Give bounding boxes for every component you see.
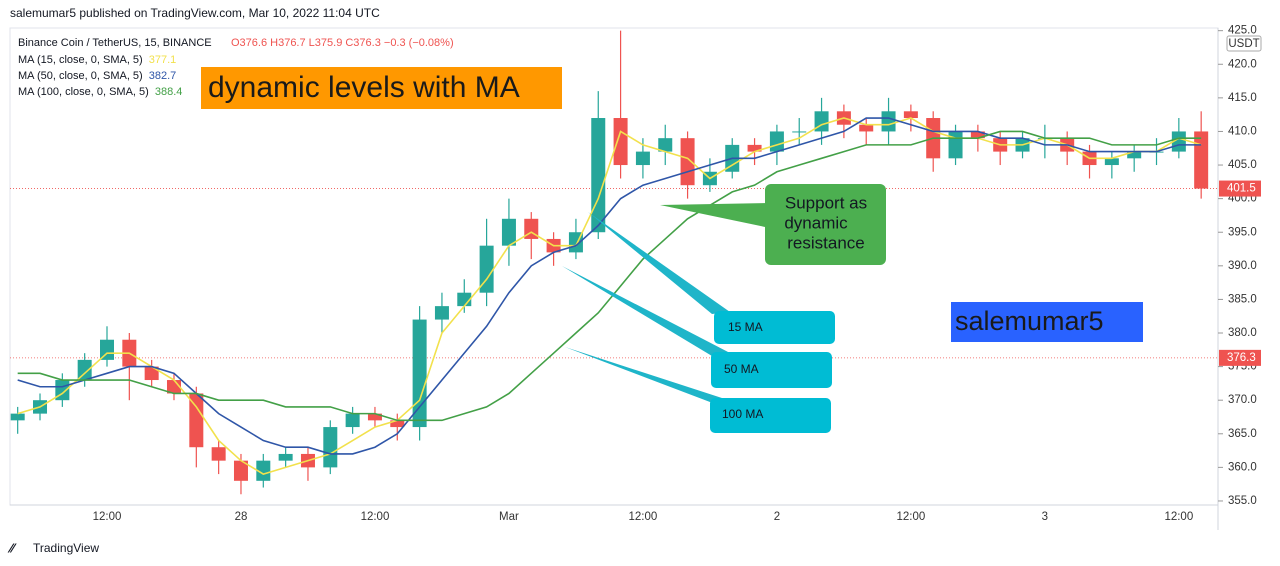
- legend-label: MA (15, close, 0, SMA, 5): [18, 54, 143, 66]
- candle-body: [970, 131, 985, 139]
- candle-body: [211, 447, 226, 461]
- header: salemumar5 published on TradingView.com,…: [10, 6, 380, 20]
- candle-body: [903, 111, 918, 119]
- y-tick-label: 385.0: [1228, 293, 1257, 305]
- candle-body: [345, 413, 360, 428]
- legend-label: MA (50, close, 0, SMA, 5): [18, 70, 143, 82]
- candle-body: [859, 124, 874, 132]
- price-label: 401.5: [1227, 183, 1256, 195]
- y-tick-label: 370.0: [1228, 394, 1257, 406]
- ma-line: [17, 117, 1202, 475]
- support-text: Support as: [785, 193, 867, 212]
- support-text: dynamic: [784, 213, 848, 232]
- legend-value: 382.7: [149, 70, 177, 82]
- symbol: Binance Coin / TetherUS, 15, BINANCE: [18, 37, 212, 49]
- author-box: [951, 302, 1143, 342]
- y-tick-label: 420.0: [1228, 58, 1257, 70]
- ma100-label: 100 MA: [722, 407, 763, 421]
- candle-body: [233, 460, 248, 481]
- candle-body: [189, 393, 204, 448]
- y-tick-label: 390.0: [1228, 260, 1257, 272]
- legend-label: MA (100, close, 0, SMA, 5): [18, 86, 149, 98]
- callout-pointer: [660, 203, 770, 228]
- candle-body: [100, 339, 114, 360]
- x-tick-label: 3: [1042, 511, 1048, 523]
- x-tick-label: 12:00: [629, 511, 658, 523]
- candle-body: [144, 366, 159, 381]
- x-tick-label: 12:00: [896, 511, 925, 523]
- candle-body: [390, 420, 405, 428]
- price-label-box: [1219, 180, 1261, 197]
- plot: [10, 30, 1218, 495]
- author: salemumar5: [955, 306, 1104, 336]
- callout-pointer: [565, 347, 725, 402]
- footer: TradingView: [33, 541, 99, 555]
- candle-body: [1194, 131, 1209, 189]
- candle-body: [658, 138, 673, 152]
- ma100-box: [710, 398, 831, 433]
- y-tick-label: 410.0: [1228, 125, 1257, 137]
- candle-body: [412, 319, 427, 428]
- candle-body: [323, 427, 338, 468]
- candle-body: [591, 118, 606, 233]
- y-tick-label: 405.0: [1228, 159, 1257, 171]
- x-tick-label: 2: [774, 511, 780, 523]
- annotation-title: dynamic levels with MA: [208, 71, 520, 104]
- y-tick-label: 355.0: [1228, 495, 1257, 507]
- candle-body: [256, 460, 271, 481]
- candle-body: [278, 453, 293, 461]
- candle-body: [434, 306, 449, 320]
- ma-line: [17, 130, 1202, 422]
- support-text: resistance: [787, 233, 864, 252]
- ma50-box: [711, 352, 832, 388]
- y-tick-label: 360.0: [1228, 461, 1257, 473]
- legend-value: 377.1: [149, 54, 177, 66]
- candle-body: [769, 131, 784, 152]
- price-label-box: [1219, 349, 1261, 366]
- candle-body: [10, 413, 25, 421]
- candle-body: [367, 413, 382, 421]
- candle-body: [792, 131, 807, 133]
- support-box: [765, 184, 886, 265]
- y-tick-label: 425.0: [1228, 25, 1257, 37]
- logo-mark: ⁄⁄: [7, 540, 17, 555]
- candle-body: [613, 118, 628, 166]
- x-tick-label: 28: [235, 511, 248, 523]
- candle-body: [479, 245, 494, 293]
- ma50-label: 50 MA: [724, 362, 759, 376]
- ohlc: O376.6 H376.7 L375.9 C376.3 −0.3 (−0.08%…: [231, 37, 454, 49]
- currency-box: [1226, 35, 1262, 52]
- candle-body: [747, 144, 762, 152]
- x-tick-label: 12:00: [1164, 511, 1193, 523]
- x-tick-label: Mar: [499, 511, 519, 523]
- x-tick-label: 12:00: [361, 511, 390, 523]
- candle-body: [948, 131, 963, 159]
- y-tick-label: 415.0: [1228, 92, 1257, 104]
- ma15-box: [714, 311, 835, 344]
- candle-body: [501, 218, 516, 246]
- candle-body: [1127, 151, 1142, 159]
- y-tick-label: 365.0: [1228, 428, 1257, 440]
- y-tick-label: 395.0: [1228, 226, 1257, 238]
- x-tick-label: 12:00: [93, 511, 122, 523]
- currency: USDT: [1228, 38, 1259, 50]
- ma15-label: 15 MA: [728, 320, 763, 334]
- title-box: [201, 67, 562, 109]
- legend-value: 388.4: [155, 86, 183, 98]
- candle-body: [635, 151, 650, 166]
- callout-pointer: [588, 212, 730, 314]
- y-tick-label: 380.0: [1228, 327, 1257, 339]
- candle-body: [77, 359, 92, 381]
- candle-body: [1104, 158, 1119, 166]
- legend: MA (15, close, 0, SMA, 5) 377.1 MA (50, cl…: [18, 54, 182, 98]
- ma-line: [17, 117, 1202, 455]
- price-label: 376.3: [1227, 352, 1256, 364]
- callout-pointer: [562, 266, 730, 356]
- candle-body: [881, 111, 896, 132]
